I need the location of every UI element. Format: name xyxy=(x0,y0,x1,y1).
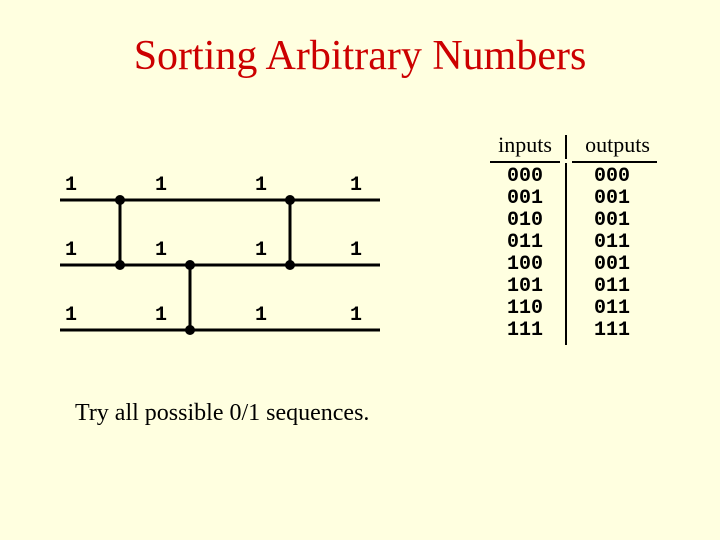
wire-value: 1 xyxy=(350,174,362,197)
table-header-row: inputs outputs xyxy=(490,132,658,161)
table-divider xyxy=(565,163,567,345)
wire-value: 1 xyxy=(65,304,77,327)
wire-value: 1 xyxy=(155,174,167,197)
wire-value: 1 xyxy=(350,239,362,262)
sorting-network-diagram: 1 1 1 1 1 1 1 1 1 1 1 1 xyxy=(60,170,390,360)
wire-value: 1 xyxy=(255,239,267,262)
table-divider-top xyxy=(565,135,567,159)
table-underline xyxy=(490,161,658,162)
wire-value: 1 xyxy=(155,304,167,327)
wire-value: 1 xyxy=(65,239,77,262)
header-outputs: outputs xyxy=(578,132,658,161)
caption-text: Try all possible 0/1 sequences. xyxy=(75,400,369,427)
truth-table: inputs outputs 000 001 010 011 100 101 1… xyxy=(490,132,658,342)
page-title: Sorting Arbitrary Numbers xyxy=(0,32,720,80)
wire-value: 1 xyxy=(65,174,77,197)
wire-value: 1 xyxy=(350,304,362,327)
wire-value: 1 xyxy=(255,174,267,197)
outputs-column: 000 001 001 011 001 011 011 111 xyxy=(572,166,652,342)
header-inputs: inputs xyxy=(490,132,560,161)
inputs-column: 000 001 010 011 100 101 110 111 xyxy=(490,166,560,342)
wire-value: 1 xyxy=(155,239,167,262)
wire-value: 1 xyxy=(255,304,267,327)
